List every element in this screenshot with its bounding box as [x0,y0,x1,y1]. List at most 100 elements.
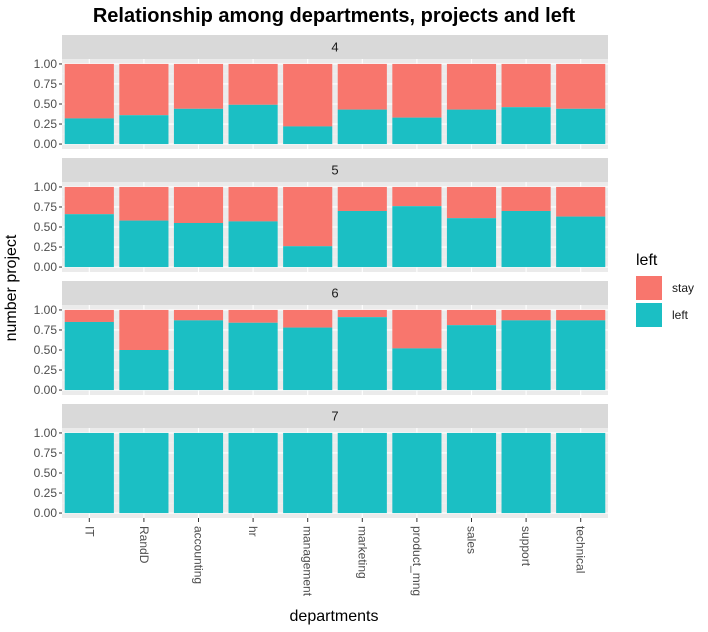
bar-left-marketing [337,109,387,145]
bar-left-product_mng [392,206,442,268]
bar-left-sales [446,432,497,514]
bar-stay-sales [446,63,497,110]
y-tick-label: 0.25 [34,117,58,131]
facet-4: 4 0.00 0.25 0.50 0.75 1.00 [34,35,608,151]
y-axis-title: number project [3,234,20,341]
bar-stay-technical [556,186,606,217]
bar-stay-accounting [173,309,224,321]
facet-strip-label: 5 [331,163,338,178]
bar-left-product_mng [392,432,442,514]
bar-stay-marketing [337,186,387,211]
facet-5: 5 0.00 0.25 0.50 0.75 1.00 [34,158,608,274]
y-tick-label: 0.50 [34,97,58,111]
bar-stay-RandD [119,309,169,350]
legend-key-stay [636,276,662,300]
bar-left-RandD [119,220,169,268]
legend-title: left [636,252,658,269]
legend-key-left [636,303,662,327]
bar-left-marketing [337,210,387,268]
y-tick-label: 0.25 [34,240,58,254]
bar-stay-RandD [119,63,169,116]
x-tick-label: accounting [192,526,206,584]
bar-stay-support [501,186,551,211]
bar-stay-accounting [173,186,224,223]
bar-stay-hr [228,186,278,222]
chart-title: Relationship among departments, projects… [93,5,576,27]
bar-left-sales [446,109,497,145]
y-tick-label: 0.50 [34,466,58,480]
bar-left-management [283,246,333,268]
bar-stay-management [283,186,333,247]
bar-stay-management [283,309,333,328]
y-tick-label: 0.00 [34,506,58,520]
bar-stay-RandD [119,186,169,221]
bar-left-RandD [119,115,169,145]
x-tick-label: product_mng [410,526,424,596]
bar-left-technical [556,432,606,514]
facet-strip [62,281,608,305]
bar-stay-support [501,309,551,321]
legend-label-stay: stay [672,281,694,295]
bar-left-RandD [119,432,169,514]
bar-stay-technical [556,309,606,321]
bar-stay-product_mng [392,186,442,207]
y-tick-label: 1.00 [34,57,58,71]
bar-left-sales [446,325,497,391]
bar-stay-management [283,63,333,127]
bar-stay-support [501,63,551,108]
y-tick-label: 0.00 [34,383,58,397]
legend: left stay left [636,252,694,327]
bar-left-product_mng [392,348,442,391]
bar-left-sales [446,218,497,268]
y-tick-label: 0.75 [34,77,58,91]
x-tick-label: sales [465,526,479,554]
facet-strip [62,404,608,428]
bar-stay-sales [446,186,497,219]
y-tick-label: 0.50 [34,343,58,357]
bar-left-accounting [173,432,224,514]
legend-label-left: left [672,308,689,322]
bar-stay-product_mng [392,309,442,349]
facet-panels: 4 0.00 0.25 0.50 0.75 1.00 5 0.00 0.25 0.50 0.75 1.… [34,35,608,520]
bar-left-hr [228,104,278,145]
bar-left-support [501,107,551,145]
facet-strip-label: 6 [331,286,338,301]
x-tick-label: management [301,526,315,597]
x-tick-label: IT [82,526,96,537]
facet-6: 6 0.00 0.25 0.50 0.75 1.00 [34,281,608,397]
bar-left-hr [228,322,278,391]
bar-stay-product_mng [392,63,442,118]
y-tick-label: 0.25 [34,486,58,500]
facet-strip [62,35,608,59]
bar-left-technical [556,108,606,145]
y-tick-label: 1.00 [34,180,58,194]
y-tick-label: 0.25 [34,363,58,377]
facet-strip [62,158,608,182]
bar-left-management [283,327,333,391]
bar-left-IT [64,432,114,514]
y-tick-label: 0.00 [34,260,58,274]
y-tick-label: 0.75 [34,200,58,214]
x-tick-label: hr [246,526,260,537]
y-tick-label: 0.75 [34,323,58,337]
bar-stay-IT [64,309,114,322]
bar-left-marketing [337,432,387,514]
bar-stay-hr [228,63,278,105]
x-tick-label: technical [574,526,588,573]
x-tick-label: RandD [137,526,151,564]
bar-stay-marketing [337,309,387,318]
bar-left-support [501,320,551,391]
bar-left-technical [556,216,606,268]
bar-left-IT [64,321,114,391]
bar-stay-accounting [173,63,224,109]
bar-left-RandD [119,350,169,391]
bar-left-product_mng [392,117,442,145]
bar-left-management [283,432,333,514]
x-axis-title: departments [290,608,379,625]
bar-left-IT [64,118,114,145]
bar-left-accounting [173,108,224,145]
bar-stay-marketing [337,63,387,110]
bar-stay-IT [64,63,114,119]
y-tick-label: 1.00 [34,426,58,440]
